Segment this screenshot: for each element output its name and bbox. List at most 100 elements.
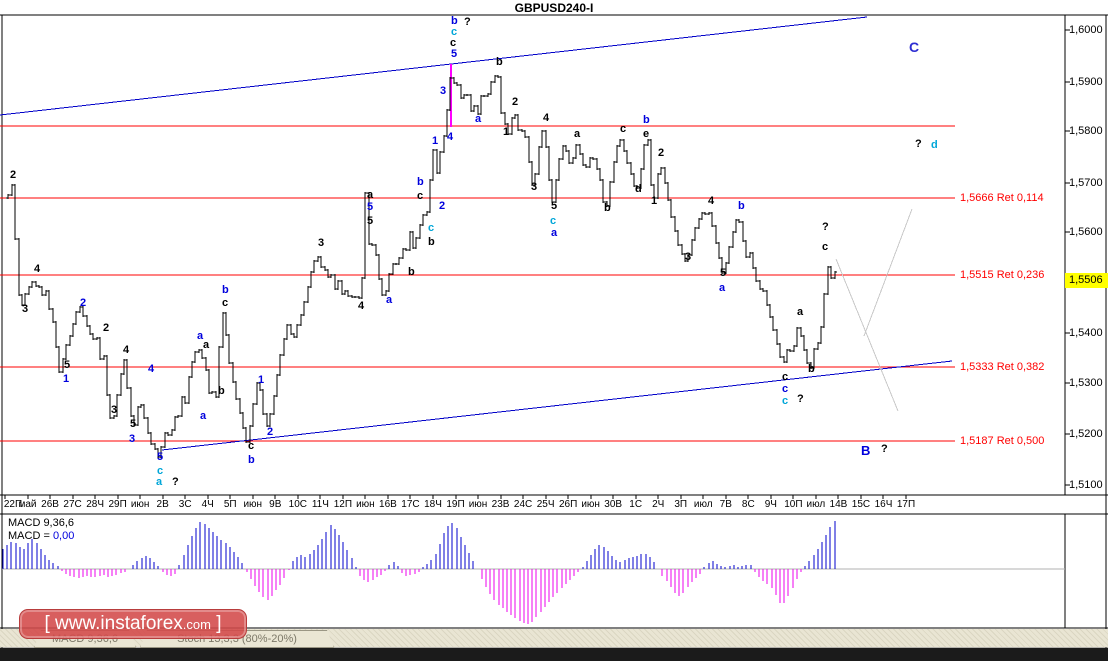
time-axis-label: 24С — [513, 499, 533, 510]
time-axis-label: 17П — [896, 499, 916, 510]
wave-annotation: c — [782, 371, 789, 383]
wave-annotation: ? — [915, 138, 922, 150]
wave-annotation: 5 — [367, 201, 374, 213]
wave-annotation: d — [635, 183, 642, 195]
time-axis-label: июн — [468, 499, 488, 510]
time-axis-label: июн — [130, 499, 150, 510]
wave-annotation: 3 — [531, 181, 538, 193]
time-axis-label: июн — [243, 499, 263, 510]
time-axis-label: 27С — [63, 499, 82, 510]
instaforex-logo[interactable]: [ www.instaforex .com ] — [19, 609, 247, 639]
wave-annotation: 2 — [267, 426, 274, 438]
wave-annotation: 2 — [658, 147, 665, 159]
wave-annotation: b — [222, 284, 229, 296]
wave-annotation: c — [157, 465, 164, 477]
time-axis-label: 30В — [604, 499, 623, 510]
wave-annotation: 1 — [432, 135, 439, 147]
time-axis-label: 17С — [401, 499, 420, 510]
wave-annotation: b — [248, 454, 255, 466]
time-axis-label: 16Ч — [874, 499, 893, 510]
time-axis-label: 2В — [156, 499, 169, 510]
wave-annotation: 2 — [439, 200, 446, 212]
time-axis-label: 19П — [446, 499, 465, 510]
wave-annotation: c — [550, 215, 557, 227]
fib-level-label: 1,5187 Ret 0,500 — [960, 435, 1045, 447]
wave-annotation: 3 — [685, 251, 692, 263]
wave-annotation: ? — [822, 221, 829, 233]
wave-annotation: e — [643, 128, 650, 140]
wave-annotation: b — [496, 56, 503, 68]
wave-annotation: 3 — [318, 237, 325, 249]
wave-annotation: 2 — [103, 322, 110, 334]
wave-annotation: c — [782, 395, 789, 407]
time-axis-label: 26П — [558, 499, 578, 510]
wave-annotation: c — [428, 222, 435, 234]
logo-text-close: ] — [210, 613, 222, 634]
wave-annotation: 5 — [551, 200, 558, 212]
wave-annotation: 5 — [64, 359, 71, 371]
wave-annotation: c — [782, 383, 789, 395]
logo-text-open: [ www.instaforex — [44, 613, 183, 634]
wave-annotation: a — [551, 227, 558, 239]
wave-annotation: 2 — [512, 96, 519, 108]
wave-annotation: c — [450, 37, 457, 49]
wave-annotation: 5 — [451, 48, 458, 60]
price-axis-label: 1,5100 — [1069, 479, 1103, 491]
time-axis-label: 1С — [629, 499, 643, 510]
time-axis-label: 11Ч — [311, 499, 329, 510]
time-axis-label: июн — [356, 499, 375, 510]
wave-annotation: ? — [797, 393, 804, 405]
wave-annotation: b — [643, 114, 650, 126]
macd-indicator-title: MACD 9,36,6 — [8, 517, 75, 529]
wave-annotation: 4 — [148, 363, 155, 375]
wave-annotation: b — [604, 202, 611, 214]
time-axis-label: 4Ч — [201, 499, 214, 510]
wave-annotation: c — [451, 26, 458, 38]
wave-annotation: b — [808, 363, 815, 375]
time-axis-label: 7В — [719, 499, 732, 510]
time-axis-label: 3С — [178, 499, 192, 510]
wave-annotation: b — [408, 266, 415, 278]
wave-annotation: b — [738, 200, 745, 212]
time-axis-label: 23В — [491, 499, 510, 510]
wave-annotation: a — [197, 330, 204, 342]
wave-annotation: ? — [464, 16, 471, 28]
time-axis-label: 3П — [674, 499, 688, 510]
wave-annotation: 5 — [157, 451, 164, 463]
wave-annotation: 3 — [129, 433, 136, 445]
chart-title: GBPUSD240-I — [514, 1, 594, 15]
price-axis-label: 1,6000 — [1069, 24, 1103, 36]
time-axis-label: 5П — [223, 499, 237, 510]
wave-annotation: c — [822, 241, 829, 253]
macd-indicator-value: MACD = 0,00 — [8, 530, 74, 542]
wave-annotation: C — [909, 39, 920, 55]
wave-annotation: 3 — [22, 303, 29, 315]
time-axis-label: 9Ч — [764, 499, 777, 510]
wave-annotation: 4 — [123, 344, 130, 356]
time-axis-label: 16В — [379, 499, 397, 510]
window-bottom-bar — [0, 648, 1108, 661]
macd-value: 0,00 — [52, 530, 75, 542]
time-axis-label: июн — [581, 499, 600, 510]
time-axis-label: 18Ч — [424, 499, 442, 510]
price-axis-label: 1,5600 — [1069, 226, 1103, 238]
time-axis-label: 29П — [108, 499, 127, 510]
wave-annotation: 5 — [367, 215, 374, 227]
price-axis-label: 1,5800 — [1069, 125, 1103, 137]
wave-annotation: 4 — [543, 112, 550, 124]
wave-annotation: b — [451, 15, 458, 27]
wave-annotation: b — [428, 236, 435, 248]
price-axis-label: 1,5400 — [1069, 327, 1103, 339]
time-axis-label: июл — [693, 499, 713, 510]
wave-annotation: a — [475, 113, 482, 125]
wave-annotation: c — [620, 123, 627, 135]
wave-annotation: 3 — [111, 404, 118, 416]
time-axis-label: июл — [806, 499, 826, 510]
wave-annotation: b — [218, 385, 225, 397]
time-axis-label: 10П — [784, 499, 803, 510]
wave-annotation: 4 — [447, 131, 454, 143]
wave-annotation: a — [156, 476, 163, 488]
wave-annotation: c — [248, 440, 255, 452]
fib-level-label: 1,5515 Ret 0,236 — [960, 269, 1045, 281]
